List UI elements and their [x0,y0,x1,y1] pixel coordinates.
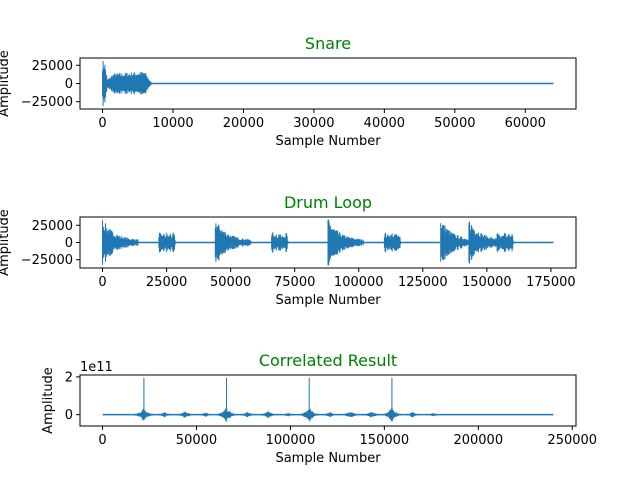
y-axis-label: Amplitude [0,50,12,117]
subplot-3 [76,374,577,430]
x-tick-label: 150000 [462,275,512,290]
x-axis-label: Sample Number [275,293,381,308]
y-tick-label: 25000 [32,219,73,234]
chart-title: Snare [305,34,351,53]
x-tick-label: 50000 [434,116,475,131]
x-tick-label: 50000 [176,433,217,448]
x-axis-label: Sample Number [275,134,381,149]
x-tick-label: 100000 [334,275,384,290]
chart-title: Correlated Result [259,351,397,370]
x-tick-label: 30000 [293,116,334,131]
y-tick-label: 25000 [32,59,73,74]
y-axis-label: Amplitude [0,209,12,276]
series-waveform [102,61,153,106]
y-tick-label: −25000 [21,253,73,268]
y-axis-label: Amplitude [41,367,56,434]
y-offset-text: 1e11 [80,360,113,375]
x-tick-label: 0 [98,433,106,448]
x-tick-label: 25000 [146,275,187,290]
x-tick-label: 10000 [152,116,193,131]
x-tick-label: 40000 [364,116,405,131]
x-axis-label: Sample Number [275,451,381,466]
x-tick-label: 20000 [223,116,264,131]
subplot-1 [76,57,577,113]
chart-title: Drum Loop [284,193,372,212]
x-tick-label: 250000 [547,433,597,448]
y-tick-label: 0 [65,408,73,423]
x-tick-label: 200000 [453,433,503,448]
series-waveform [102,219,514,266]
subplot-2 [76,216,577,272]
y-tick-label: 0 [65,77,73,92]
series-line [102,377,554,422]
x-tick-label: 100000 [266,433,316,448]
x-tick-label: 50000 [210,275,251,290]
series-line [102,219,554,266]
x-tick-label: 150000 [360,433,410,448]
x-tick-label: 60000 [505,116,546,131]
x-tick-label: 0 [98,116,106,131]
y-tick-label: 2 [65,370,73,385]
x-tick-label: 125000 [398,275,448,290]
axes-frame [79,374,577,427]
x-tick-label: 75000 [274,275,315,290]
x-tick-label: 0 [98,275,106,290]
series-line [102,61,554,106]
y-tick-label: 0 [65,236,73,251]
x-tick-label: 175000 [526,275,576,290]
series-waveform [133,377,442,422]
y-tick-label: −25000 [21,95,73,110]
